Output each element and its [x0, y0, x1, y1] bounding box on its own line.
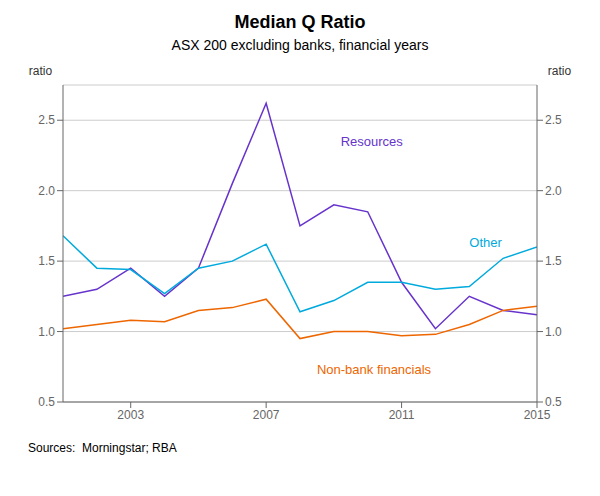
svg-text:ratio: ratio	[29, 64, 53, 78]
svg-text:2.5: 2.5	[38, 113, 55, 127]
html-text:Median Q Ratio: Median Q Ratio	[234, 12, 366, 32]
svg-text:2.0: 2.0	[545, 184, 562, 198]
svg-text:2011: 2011	[389, 408, 415, 422]
svg-text:1.5: 1.5	[545, 254, 562, 268]
svg-text:0.5: 0.5	[38, 395, 55, 409]
svg-text:2003: 2003	[117, 408, 144, 422]
svg-text:1.0: 1.0	[545, 325, 562, 339]
svg-text:ratio: ratio	[548, 64, 572, 78]
svg-text:Other: Other	[469, 235, 502, 250]
svg-text:2.0: 2.0	[38, 184, 55, 198]
svg-text:2.5: 2.5	[545, 113, 562, 127]
html-text:ASX 200 excluding banks, finan: ASX 200 excluding banks, financial years	[171, 37, 429, 53]
svg-text:1.0: 1.0	[38, 325, 55, 339]
svg-text:0.5: 0.5	[545, 395, 562, 409]
svg-text:Resources: Resources	[341, 134, 404, 149]
html-text:Sources: Morningstar; RBA: Sources: Morningstar; RBA	[28, 441, 177, 455]
svg-text:1.5: 1.5	[38, 254, 55, 268]
svg-text:2007: 2007	[253, 408, 280, 422]
svg-text:2015: 2015	[524, 408, 551, 422]
svg-text:Non-bank financials: Non-bank financials	[317, 362, 432, 377]
